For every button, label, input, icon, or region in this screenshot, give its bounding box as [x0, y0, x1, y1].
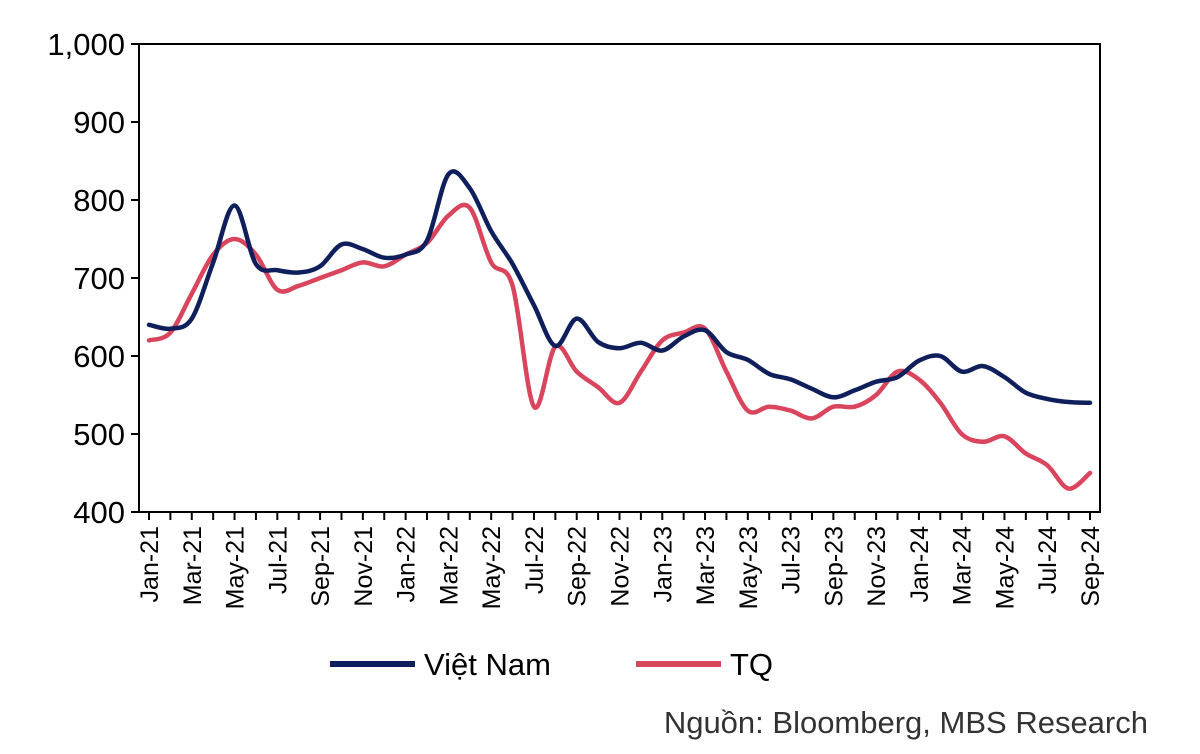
x-tick-label: Mar-21 [179, 526, 207, 605]
x-tick-label: Mar-22 [435, 526, 463, 605]
x-tick-label: Jul-24 [1034, 526, 1062, 594]
x-tick-label: Jul-23 [778, 526, 806, 594]
y-tick-label: 800 [73, 183, 125, 218]
legend: Việt Nam TQ [330, 647, 773, 682]
y-tick-label: 900 [73, 105, 125, 140]
x-tick-label: May-23 [735, 526, 763, 609]
x-tick-label: Nov-22 [607, 526, 635, 607]
x-tick-label: Jan-21 [136, 526, 164, 602]
x-tick-label: Jan-22 [393, 526, 421, 602]
x-tick-label: May-24 [991, 526, 1019, 609]
series-line-viet-nam [146, 169, 1093, 406]
legend-label: Việt Nam [424, 647, 551, 682]
y-tick-label: 600 [73, 339, 125, 374]
x-tick-label: Nov-23 [863, 526, 891, 607]
x-tick-label: Jan-24 [906, 526, 934, 603]
x-tick-label: Nov-21 [350, 526, 378, 607]
x-tick-label: Sep-21 [307, 526, 335, 607]
x-tick-label: Jan-23 [649, 526, 677, 602]
source-note: Nguồn: Bloomberg, MBS Research [663, 705, 1148, 740]
x-tick-label: Sep-22 [564, 526, 592, 607]
x-tick-label: Mar-24 [949, 526, 977, 605]
x-tick-label: May-22 [478, 526, 506, 609]
x-tick-label: Jul-21 [264, 526, 292, 594]
series-line-tq [146, 202, 1093, 491]
x-tick-label: Jul-22 [521, 526, 549, 594]
x-axis-ticks: Jan-21 Mar-21 May-21 Jul-21 Sep-21 Nov-21 Jan-… [136, 512, 1105, 609]
x-tick-label: Sep-24 [1077, 526, 1105, 607]
plot-area-frame [138, 43, 1101, 513]
x-tick-label: Sep-23 [820, 526, 848, 607]
x-tick-label: May-21 [222, 526, 250, 609]
y-tick-label: 700 [73, 261, 125, 296]
legend-label: TQ [730, 647, 773, 682]
y-tick-label: 500 [73, 417, 125, 452]
y-tick-label: 400 [73, 495, 125, 530]
y-tick-label: 1,000 [47, 27, 125, 62]
x-tick-label: Mar-23 [692, 526, 720, 605]
series-lines [146, 169, 1093, 491]
y-axis-ticks: 400 500 600 700 800 900 1,000 [47, 27, 139, 530]
